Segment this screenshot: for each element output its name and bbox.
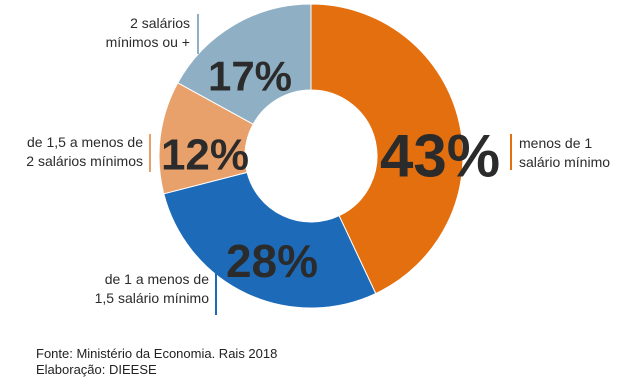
- slice-value-label-3: 12%: [161, 131, 249, 180]
- credit-note: Elaboração: DIEESE: [36, 362, 157, 377]
- slice-value-label-4: 17%: [208, 53, 292, 100]
- donut-slice-1: [310, 3, 464, 295]
- slice-category-label-4: 2 salários mínimos ou +: [106, 15, 190, 50]
- slice-value-label-1: 43%: [380, 123, 500, 190]
- slice-category-label-3: de 1,5 a menos de 2 salários mínimos: [26, 134, 143, 169]
- slice-category-label-1: menos de 1 salário mínimo: [519, 135, 610, 170]
- donut-slice-4: [177, 3, 312, 125]
- slice-value-label-2: 28%: [226, 235, 318, 287]
- slice-category-label-2: de 1 a menos de 1,5 salário mínimo: [95, 271, 210, 306]
- source-note: Fonte: Ministério da Economia. Rais 2018: [36, 346, 278, 361]
